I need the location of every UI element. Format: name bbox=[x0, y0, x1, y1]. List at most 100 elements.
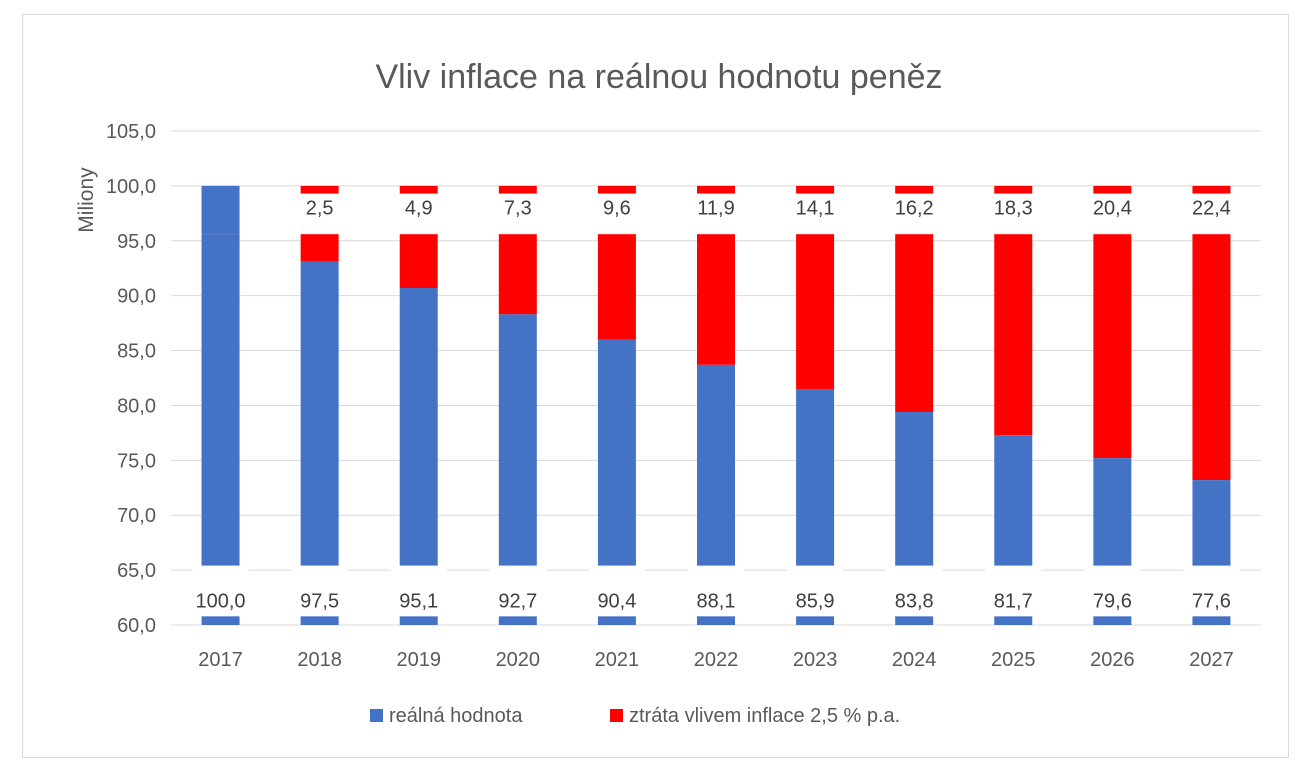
y-tick-label: 95,0 bbox=[117, 231, 156, 253]
data-label-real: 88,1 bbox=[697, 590, 736, 612]
data-label-loss: 18,3 bbox=[994, 197, 1033, 219]
bar-real-stub bbox=[697, 616, 735, 625]
bar-loss bbox=[498, 234, 537, 315]
y-tick-label: 65,0 bbox=[117, 560, 156, 582]
bar-loss-top bbox=[399, 185, 438, 194]
y-tick-label: 80,0 bbox=[117, 395, 156, 417]
bar-real-stub bbox=[201, 616, 240, 625]
legend-swatch-real bbox=[370, 709, 383, 722]
axis-break-gap bbox=[688, 565, 744, 617]
x-tick-labels: 2017 2018 2019 2020 2021 2022 2023 2024 2025 2026… bbox=[198, 649, 1233, 671]
bar-loss bbox=[1093, 234, 1132, 459]
data-label-loss: 22,4 bbox=[1192, 197, 1231, 219]
legend-label-loss: ztráta vlivem inflace 2,5 % p.a. bbox=[629, 705, 900, 727]
bar-loss bbox=[895, 234, 934, 413]
data-label-loss: 16,2 bbox=[895, 197, 934, 219]
x-tick-label: 2027 bbox=[1189, 649, 1234, 671]
data-label-loss: 11,9 bbox=[697, 197, 734, 219]
bar-real bbox=[895, 412, 934, 566]
legend-swatch-loss bbox=[610, 709, 623, 722]
axis-break-gap bbox=[985, 565, 1042, 617]
axis-break-gap bbox=[291, 565, 348, 617]
x-tick-label: 2026 bbox=[1090, 649, 1135, 671]
bar-real bbox=[1093, 458, 1132, 566]
axis-break-gap bbox=[886, 565, 943, 617]
axis-break-gap bbox=[588, 565, 645, 617]
axis-break-gap bbox=[489, 565, 546, 617]
data-label-loss: 20,4 bbox=[1093, 197, 1132, 219]
y-tick-label: 85,0 bbox=[117, 341, 156, 363]
bar-real bbox=[597, 339, 636, 566]
bar-real-stub bbox=[895, 616, 934, 625]
bar-real bbox=[697, 364, 735, 566]
bar-loss-top bbox=[1192, 185, 1231, 194]
bar-loss-top bbox=[1093, 185, 1132, 194]
bar-real-stub bbox=[498, 616, 537, 625]
bar-loss bbox=[597, 234, 636, 340]
legend-label-real: reálná hodnota bbox=[389, 705, 523, 727]
data-label-loss: 7,3 bbox=[504, 197, 532, 219]
bar-real-stub bbox=[994, 616, 1033, 625]
bar-real-stub bbox=[796, 616, 835, 625]
axis-break-gap bbox=[390, 565, 447, 617]
bar-loss-top bbox=[498, 185, 537, 194]
y-tick-label: 90,0 bbox=[117, 286, 156, 308]
bar-loss-top bbox=[895, 185, 934, 194]
axis-break-gap bbox=[192, 565, 249, 617]
bar-real bbox=[201, 234, 240, 566]
x-tick-label: 2021 bbox=[595, 649, 640, 671]
bar-loss bbox=[399, 234, 438, 288]
bar-real-stub bbox=[300, 616, 339, 625]
x-tick-label: 2020 bbox=[496, 649, 541, 671]
y-tick-label: 60,0 bbox=[117, 615, 156, 637]
axis-break-gap bbox=[1183, 565, 1240, 617]
bar-real bbox=[498, 314, 537, 566]
data-label-real: 90,4 bbox=[597, 590, 636, 612]
chart-frame: Vliv inflace na reálnou hodnotu peněz Mi… bbox=[22, 14, 1289, 758]
bar-loss bbox=[796, 234, 835, 389]
y-tick-label: 70,0 bbox=[117, 505, 156, 527]
bar-real-top bbox=[201, 185, 240, 235]
bar-real bbox=[300, 261, 339, 566]
axis-break-gap bbox=[787, 565, 844, 617]
y-tick-label: 105,0 bbox=[106, 121, 156, 143]
bar-loss-top bbox=[796, 185, 835, 194]
y-tick-label: 75,0 bbox=[117, 450, 156, 472]
data-label-real: 97,5 bbox=[300, 590, 339, 612]
data-label-real: 83,8 bbox=[895, 590, 934, 612]
chart-title: Vliv inflace na reálnou hodnotu peněz bbox=[375, 58, 942, 96]
bar-loss bbox=[300, 234, 339, 262]
axis-break-gap bbox=[1084, 565, 1141, 617]
bar-loss-top bbox=[697, 185, 735, 194]
bar-loss bbox=[994, 234, 1033, 436]
data-label-real: 81,7 bbox=[994, 590, 1033, 612]
data-label-loss: 14,1 bbox=[796, 197, 835, 219]
y-tick-label: 100,0 bbox=[106, 176, 156, 198]
bar-real bbox=[399, 287, 438, 566]
bar-real-stub bbox=[1093, 616, 1132, 625]
x-tick-label: 2022 bbox=[694, 649, 739, 671]
bar-loss bbox=[1192, 234, 1231, 481]
data-labels: 100,0 2,5 97,5 4,9 95,1 7,3 92,7 9,6 90,4 11,9 88,… bbox=[196, 197, 1231, 612]
data-label-loss: 4,9 bbox=[405, 197, 433, 219]
bar-real bbox=[994, 435, 1033, 566]
y-axis-label: Miliony bbox=[75, 167, 98, 233]
x-tick-label: 2023 bbox=[793, 649, 838, 671]
data-label-real: 85,9 bbox=[796, 590, 835, 612]
x-tick-label: 2018 bbox=[297, 649, 342, 671]
x-tick-label: 2024 bbox=[892, 649, 937, 671]
data-label-real: 95,1 bbox=[399, 590, 438, 612]
bar-real bbox=[796, 388, 835, 566]
bars bbox=[192, 185, 1240, 625]
bar-real-stub bbox=[597, 616, 636, 625]
data-label-real: 92,7 bbox=[498, 590, 537, 612]
x-tick-label: 2019 bbox=[396, 649, 441, 671]
bar-loss-top bbox=[597, 185, 636, 194]
bar-loss-top bbox=[994, 185, 1033, 194]
bar-real bbox=[1192, 480, 1231, 566]
data-label-loss: 9,6 bbox=[603, 197, 631, 219]
bar-loss-top bbox=[300, 185, 339, 194]
chart-svg: Vliv inflace na reálnou hodnotu peněz Mi… bbox=[75, 58, 1261, 727]
data-label-loss: 2,5 bbox=[306, 197, 334, 219]
bar-real-stub bbox=[399, 616, 438, 625]
